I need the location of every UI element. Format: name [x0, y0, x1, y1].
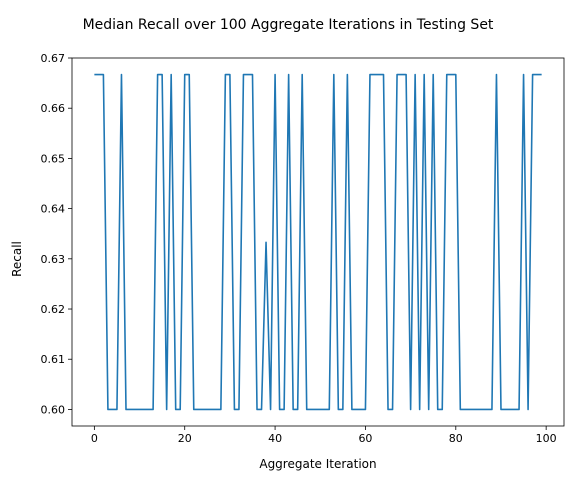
plot-area: [71, 57, 565, 427]
y-tick-label: 0.62: [41, 303, 66, 316]
y-tick-label: 0.67: [41, 52, 66, 65]
y-tick-label: 0.61: [41, 353, 66, 366]
x-axis: 0 20 40 60 80 100: [91, 426, 557, 445]
y-tick-label: 0.64: [41, 203, 66, 216]
x-tick-label: 40: [268, 432, 282, 445]
y-tick-label: 0.65: [41, 152, 66, 165]
y-tick-label: 0.66: [41, 102, 66, 115]
plot-frame: [71, 57, 565, 427]
y-axis-label: Recall: [10, 241, 24, 277]
series-line-0: [94, 73, 542, 411]
x-tick-label: 60: [358, 432, 372, 445]
y-tick-label: 0.63: [41, 253, 66, 266]
x-tick-label: 20: [178, 432, 192, 445]
x-tick-label: 80: [449, 432, 463, 445]
y-tick-label: 0.60: [41, 403, 66, 416]
x-axis-label: Aggregate Iteration: [259, 457, 376, 471]
x-tick-label: 0: [91, 432, 98, 445]
y-axis: 0.60 0.61 0.62 0.63 0.64 0.65 0.66 0.67: [41, 52, 72, 416]
chart-title: Median Recall over 100 Aggregate Iterati…: [83, 17, 494, 33]
x-tick-label: 100: [536, 432, 557, 445]
